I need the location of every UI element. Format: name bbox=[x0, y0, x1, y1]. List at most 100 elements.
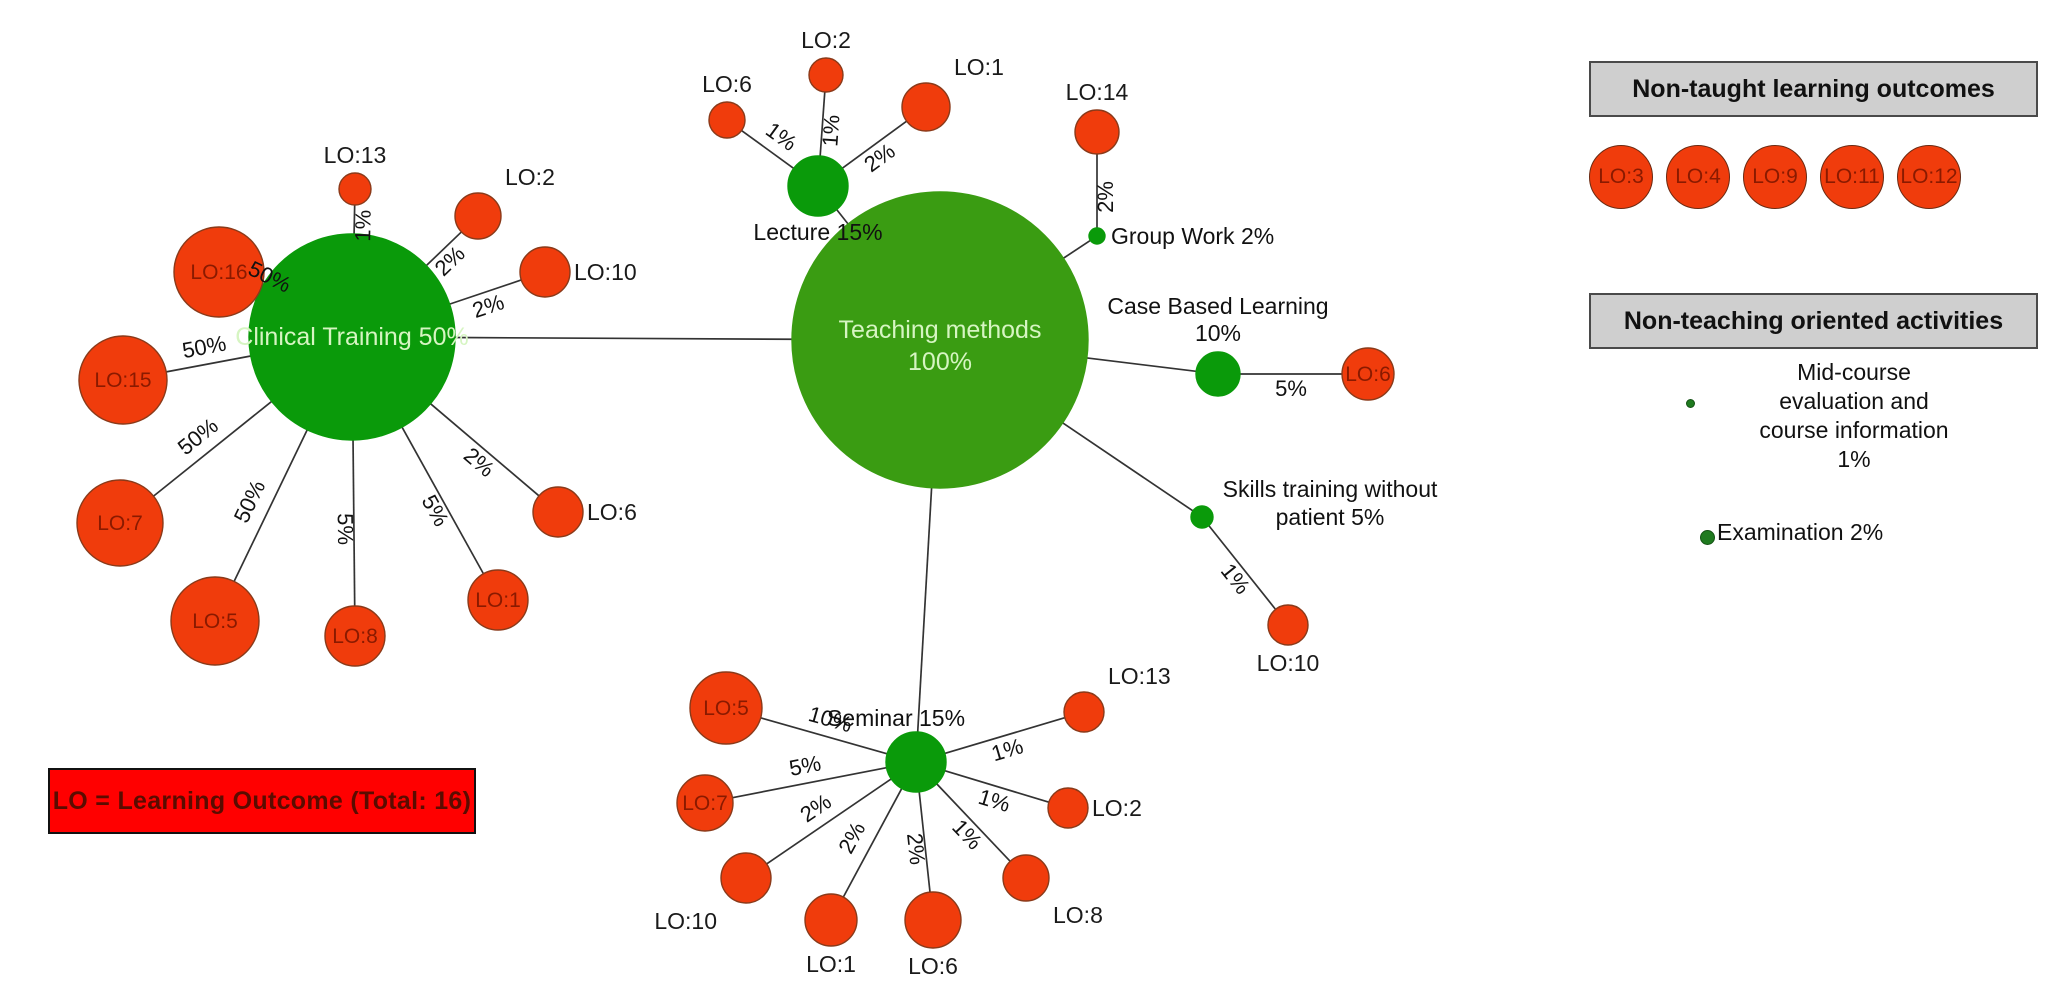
activity-examination: Examination 2% bbox=[1700, 519, 2020, 554]
lo-label-clinical-training-9: LO:16 bbox=[190, 261, 247, 284]
lo-key-box: LO = Learning Outcome (Total: 16) bbox=[48, 768, 476, 834]
node-lo-case-based-learning-0[interactable] bbox=[1341, 347, 1395, 401]
node-lo-seminar-6[interactable] bbox=[1047, 787, 1089, 829]
edge-lecture-to-lo-0 bbox=[741, 129, 795, 170]
lo-label-seminar-7: LO:13 bbox=[1108, 663, 1171, 689]
lo-label-clinical-training-6: LO:5 bbox=[192, 610, 238, 633]
node-teaching-methods[interactable] bbox=[791, 191, 1089, 489]
node-lo-seminar-2[interactable] bbox=[720, 852, 772, 904]
lo-label-group-work-0: LO:14 bbox=[1066, 79, 1129, 105]
node-lo-lecture-0[interactable] bbox=[708, 101, 746, 139]
lo-label-lecture-1: LO:2 bbox=[801, 27, 851, 53]
lo-label-clinical-training-7: LO:7 bbox=[97, 512, 143, 535]
non-taught-lo-label: LO:9 bbox=[1752, 165, 1798, 188]
edge-root-to-skills-training-without-patient bbox=[1062, 422, 1194, 512]
lo-label-seminar-3: LO:1 bbox=[806, 951, 856, 977]
node-lo-clinical-training-2[interactable] bbox=[519, 246, 571, 298]
node-lo-skills-training-without-patient-0[interactable] bbox=[1267, 604, 1309, 646]
teaching-methods-label: Teaching methods bbox=[839, 316, 1042, 344]
node-lo-clinical-training-8[interactable] bbox=[78, 335, 168, 425]
node-lo-lecture-2[interactable] bbox=[901, 82, 951, 132]
edge-clinical-training-to-lo-3 bbox=[429, 403, 540, 497]
node-lo-group-work-0[interactable] bbox=[1074, 109, 1120, 155]
edge-seminar-to-lo-4 bbox=[918, 791, 931, 893]
node-lo-seminar-4[interactable] bbox=[904, 891, 962, 949]
edge-seminar-to-lo-2 bbox=[766, 778, 892, 865]
node-group-work[interactable] bbox=[1088, 227, 1106, 245]
edge-clinical-training-to-lo-8 bbox=[166, 355, 251, 373]
edge-seminar-to-lo-3 bbox=[842, 788, 903, 898]
node-lo-seminar-5[interactable] bbox=[1002, 854, 1050, 902]
node-seminar[interactable] bbox=[885, 731, 947, 793]
non-taught-lo-circle[interactable]: LO:9 bbox=[1743, 145, 1807, 209]
non-taught-lo-circle[interactable]: LO:11 bbox=[1820, 145, 1884, 209]
pct-lecture-1: 1% bbox=[817, 114, 844, 148]
non-taught-lo-circle[interactable]: LO:12 bbox=[1897, 145, 1961, 209]
lo-label-clinical-training-3: LO:6 bbox=[587, 499, 637, 525]
pct-clinical-training-0: 1% bbox=[350, 210, 376, 242]
edge-clinical-training-to-lo-6 bbox=[233, 429, 309, 582]
graph-nodes bbox=[76, 57, 1395, 949]
pct-seminar-4: 2% bbox=[902, 832, 930, 866]
node-lo-clinical-training-1[interactable] bbox=[454, 192, 502, 240]
activity-dot-small bbox=[1686, 399, 1695, 408]
edge-lecture-to-lo-1 bbox=[819, 91, 826, 157]
lo-label-clinical-training-2: LO:10 bbox=[574, 259, 637, 285]
edge-clinical-training-to-lo-4 bbox=[401, 426, 485, 575]
non-taught-lo-label: LO:3 bbox=[1598, 165, 1644, 188]
lo-label-clinical-training-0: LO:13 bbox=[324, 142, 387, 168]
label2-case-based-learning: 10% bbox=[1195, 320, 1241, 346]
node-lo-clinical-training-0[interactable] bbox=[338, 172, 372, 206]
node-lo-seminar-0[interactable] bbox=[689, 671, 763, 745]
activity-label-mid-course: Mid-course evaluation and course informa… bbox=[1759, 359, 1949, 472]
pct-clinical-training-4: 5% bbox=[417, 491, 454, 531]
non-taught-lo-label: LO:4 bbox=[1675, 165, 1721, 188]
node-lo-clinical-training-5[interactable] bbox=[324, 605, 386, 667]
lo-label-clinical-training-1: LO:2 bbox=[505, 164, 555, 190]
lo-label-clinical-training-8: LO:15 bbox=[94, 369, 151, 392]
label-skills-training-without-patient: Skills training without bbox=[1223, 476, 1438, 502]
edge-clinical-training-to-lo-5 bbox=[352, 439, 356, 607]
node-lo-clinical-training-6[interactable] bbox=[170, 576, 260, 666]
label-group-work: Group Work 2% bbox=[1111, 223, 1274, 249]
activity-label-examination: Examination 2% bbox=[1717, 519, 1884, 545]
edge-root-to-clinical-training bbox=[454, 336, 793, 341]
edge-root-to-group-work bbox=[1062, 239, 1091, 259]
node-lo-clinical-training-9[interactable] bbox=[173, 226, 265, 318]
non-taught-circles-row: LO:3 LO:4 LO:9 LO:11 LO:12 bbox=[1589, 145, 2034, 211]
node-lo-clinical-training-4[interactable] bbox=[467, 569, 529, 631]
non-taught-lo-circle[interactable]: LO:4 bbox=[1666, 145, 1730, 209]
node-lo-clinical-training-7[interactable] bbox=[76, 479, 164, 567]
node-case-based-learning[interactable] bbox=[1195, 351, 1241, 397]
node-lo-seminar-7[interactable] bbox=[1063, 691, 1105, 733]
lo-label-lecture-2: LO:1 bbox=[954, 54, 1004, 80]
edge-root-to-case-based-learning bbox=[1086, 357, 1197, 373]
node-skills-training-without-patient[interactable] bbox=[1190, 505, 1214, 529]
lo-key-label: LO = Learning Outcome (Total: 16) bbox=[52, 786, 472, 815]
edge-skills-training-without-patient-to-lo-0 bbox=[1208, 525, 1277, 610]
label-case-based-learning: Case Based Learning bbox=[1107, 293, 1328, 319]
activity-dot-normal bbox=[1700, 530, 1715, 545]
edge-seminar-to-lo-1 bbox=[732, 766, 887, 799]
node-lo-lecture-1[interactable] bbox=[808, 57, 844, 93]
graph-edges bbox=[153, 91, 1342, 898]
node-lo-clinical-training-3[interactable] bbox=[532, 486, 584, 538]
node-lo-seminar-3[interactable] bbox=[804, 893, 858, 947]
non-taught-lo-label: LO:12 bbox=[1900, 165, 1958, 188]
node-lecture[interactable] bbox=[787, 155, 849, 217]
lo-label-case-based-learning-0: LO:6 bbox=[1345, 363, 1391, 386]
pct-clinical-training-1: 2% bbox=[430, 241, 470, 281]
label-clinical-training: Clinical Training 50% bbox=[235, 323, 468, 351]
pct-clinical-training-2: 2% bbox=[469, 289, 507, 323]
pct-seminar-5: 1% bbox=[947, 814, 987, 854]
edge-clinical-training-to-lo-2 bbox=[449, 279, 522, 305]
edge-clinical-training-to-lo-1 bbox=[425, 231, 462, 267]
node-clinical-training[interactable] bbox=[248, 233, 456, 441]
pct-clinical-training-8: 50% bbox=[180, 331, 228, 364]
edge-lecture-to-lo-2 bbox=[841, 120, 908, 169]
node-lo-seminar-1[interactable] bbox=[676, 774, 734, 832]
non-taught-lo-label: LO:11 bbox=[1824, 165, 1880, 188]
non-taught-lo-circle[interactable]: LO:3 bbox=[1589, 145, 1653, 209]
lo-label-lecture-0: LO:6 bbox=[702, 71, 752, 97]
